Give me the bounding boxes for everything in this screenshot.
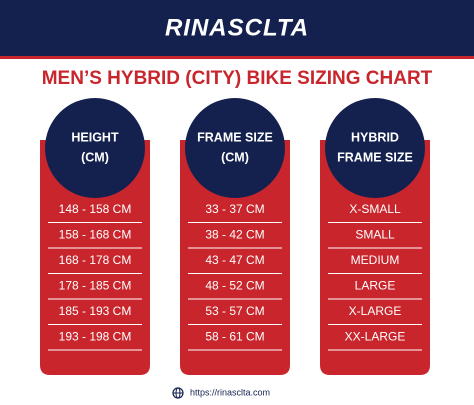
- row-value: SMALL: [355, 228, 395, 242]
- column-header: (CM): [81, 150, 109, 164]
- row-value: 43 - 47 CM: [205, 253, 264, 267]
- row-value: LARGE: [355, 279, 396, 293]
- row-value: 48 - 52 CM: [205, 279, 264, 293]
- header-bar: [0, 0, 474, 56]
- column-panel: [320, 140, 430, 375]
- footer-url: https://rinasclta.com: [190, 387, 270, 397]
- column-header: FRAME SIZE: [197, 130, 273, 144]
- row-value: 58 - 61 CM: [205, 330, 264, 344]
- row-value: 38 - 42 CM: [205, 228, 264, 242]
- column-header: (CM): [221, 150, 249, 164]
- row-value: 158 - 168 CM: [59, 228, 132, 242]
- column-panel: [180, 140, 290, 375]
- column-header: HEIGHT: [71, 130, 119, 144]
- row-value: 53 - 57 CM: [205, 304, 264, 318]
- page-title: MEN’S HYBRID (CITY) BIKE SIZING CHART: [42, 68, 433, 89]
- row-value: 178 - 185 CM: [59, 279, 132, 293]
- row-value: X-SMALL: [349, 202, 401, 216]
- column-panel: [40, 140, 150, 375]
- header-circle: [45, 98, 145, 198]
- row-value: MEDIUM: [351, 253, 400, 267]
- header-circle: [185, 98, 285, 198]
- brand-logo: RINASCLTA: [165, 14, 309, 41]
- column-header: HYBRID: [351, 130, 399, 144]
- row-value: 185 - 193 CM: [59, 304, 132, 318]
- header-stripe: [0, 56, 474, 59]
- row-value: 148 - 158 CM: [59, 202, 132, 216]
- footer-icon: [172, 387, 184, 399]
- row-value: 33 - 37 CM: [205, 202, 264, 216]
- row-value: XX-LARGE: [345, 330, 406, 344]
- row-value: 168 - 178 CM: [59, 253, 132, 267]
- row-value: 193 - 198 CM: [59, 330, 132, 344]
- header-circle: [325, 98, 425, 198]
- column-header: FRAME SIZE: [337, 150, 413, 164]
- row-value: X-LARGE: [349, 304, 402, 318]
